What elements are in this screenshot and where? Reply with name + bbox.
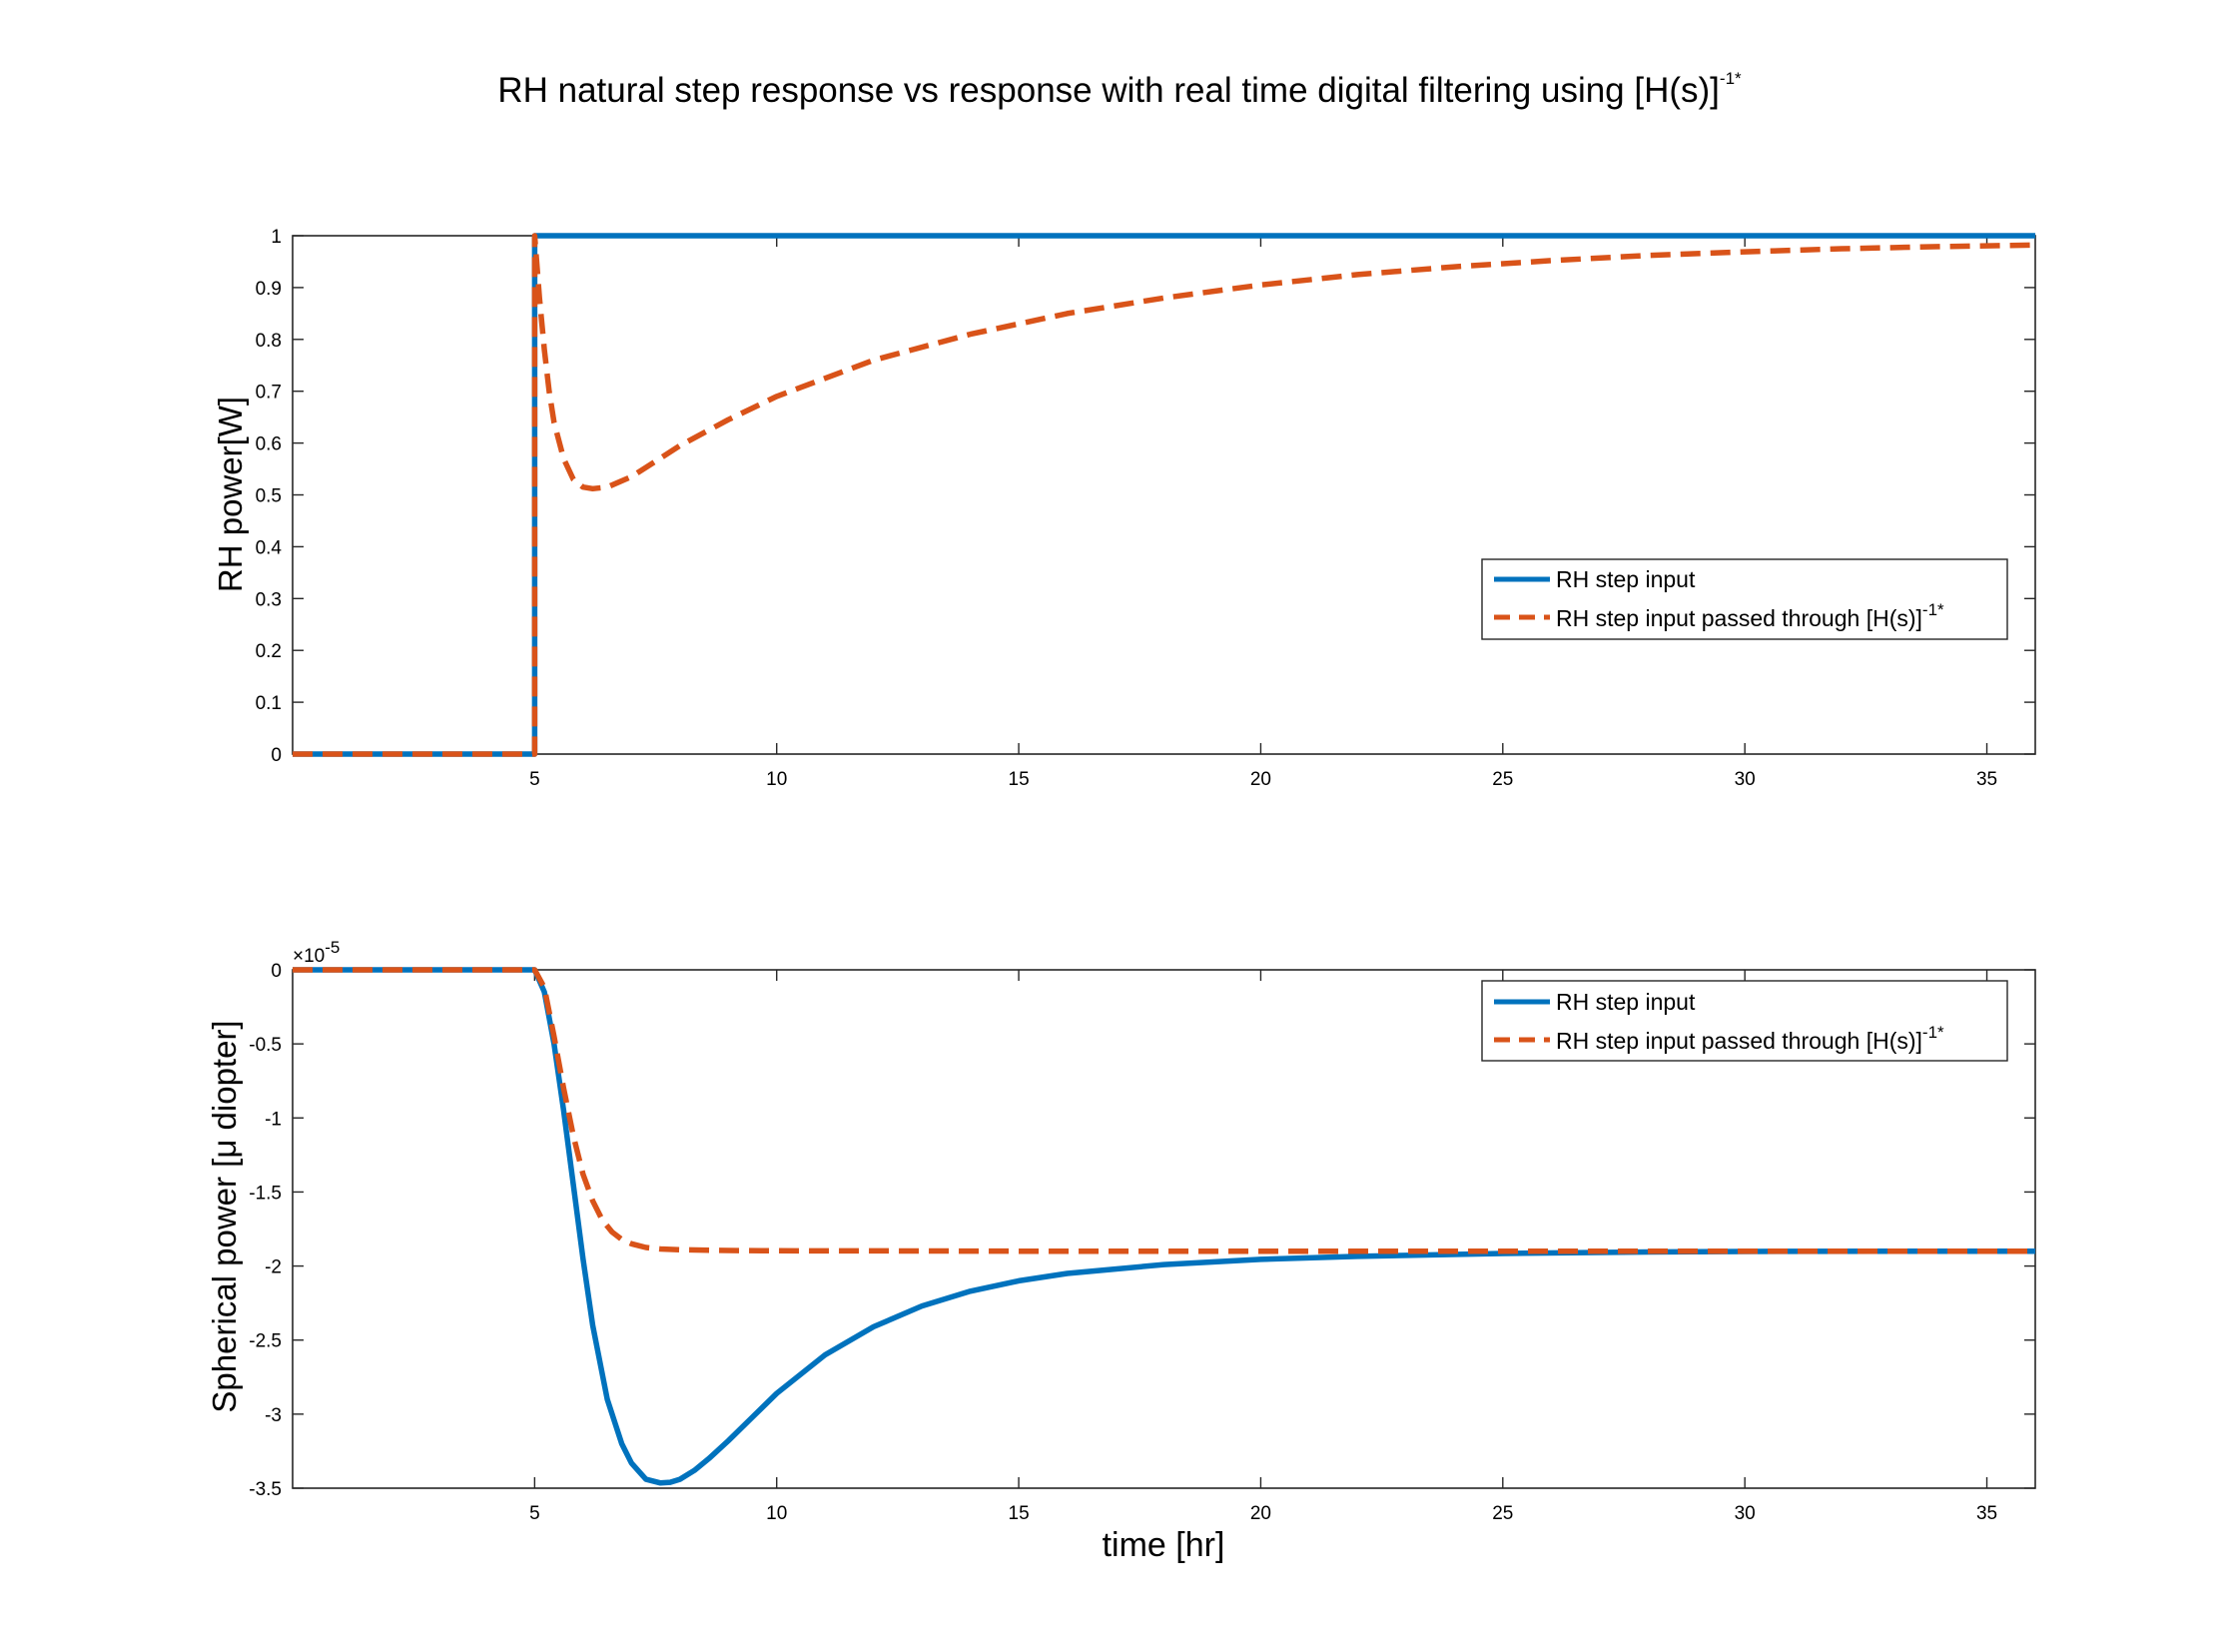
top-legend-label-1: RH step input xyxy=(1556,566,1696,592)
bottom-x-tick-label: 25 xyxy=(1492,1503,1513,1524)
top-y-tick-label: 0.1 xyxy=(256,693,282,714)
top-series-step-input-line xyxy=(293,233,2035,757)
top-y-axis-label: RH power[W] xyxy=(212,397,249,592)
top-x-tick-label: 20 xyxy=(1250,769,1271,790)
top-ticks: 5 10 15 20 25 30 35 0 0.1 0.2 0.3 0.4 0.5 0.6 0.7 0.8 0.… xyxy=(256,227,2035,790)
bottom-plot-area xyxy=(292,969,2036,1489)
bottom-panel: 5 10 15 20 25 30 35 -3.5 -3 -2.5 -2 -1.5 -1 -0.5 0 ×10… xyxy=(206,938,2036,1564)
bottom-x-tick-label: 35 xyxy=(1976,1503,1997,1524)
top-legend-label-2: RH step input passed through [H(s)]-1* xyxy=(1556,600,1944,631)
top-y-tick-label: 0.3 xyxy=(256,589,282,610)
bottom-series-filtered-line xyxy=(293,967,2035,1254)
top-x-tick-label: 10 xyxy=(766,769,787,790)
top-y-tick-label: 0.2 xyxy=(256,641,282,662)
top-plot-area xyxy=(292,235,2036,755)
top-panel: 5 10 15 20 25 30 35 0 0.1 0.2 0.3 0.4 0.5 0.6 0.7 0.8 0.… xyxy=(212,227,2036,790)
bottom-y-tick-label: -3 xyxy=(265,1405,282,1426)
top-y-tick-label: 0.5 xyxy=(256,486,282,507)
top-x-tick-label: 35 xyxy=(1976,769,1997,790)
top-legend-box xyxy=(1481,558,2008,640)
bottom-y-tick-label: -2.5 xyxy=(249,1331,282,1352)
bottom-x-tick-label: 30 xyxy=(1735,1503,1756,1524)
bottom-y-tick-label: 0 xyxy=(271,961,282,982)
top-series-filtered-line xyxy=(293,233,2035,757)
bottom-x-axis-label: time [hr] xyxy=(1103,1526,1225,1564)
top-y-tick-label: 0.6 xyxy=(256,434,282,455)
bottom-y-axis-label: Spherical power [μ diopter] xyxy=(206,1020,243,1412)
top-y-tick-label: 0 xyxy=(271,745,282,766)
top-series-group xyxy=(293,233,2035,757)
bottom-x-tick-label: 15 xyxy=(1009,1503,1030,1524)
bottom-x-tick-label: 5 xyxy=(529,1503,540,1524)
bottom-y-tick-label: -3.5 xyxy=(249,1479,282,1500)
bottom-x-tick-label: 10 xyxy=(766,1503,787,1524)
top-y-tick-label: 0.9 xyxy=(256,279,282,300)
bottom-x-tick-label: 20 xyxy=(1250,1503,1271,1524)
bottom-y-tick-label: -1 xyxy=(265,1109,282,1130)
top-legend: RH step input RH step input passed throu… xyxy=(1481,558,2008,640)
bottom-series-group xyxy=(293,967,2035,1486)
bottom-ticks: 5 10 15 20 25 30 35 -3.5 -3 -2.5 -2 -1.5 -1 -0.5 0 xyxy=(249,961,2035,1524)
bottom-y-tick-label: -2 xyxy=(265,1257,282,1278)
top-y-tick-label: 0.8 xyxy=(256,331,282,352)
top-y-tick-label: 0.7 xyxy=(256,383,282,404)
bottom-y-tick-label: -0.5 xyxy=(249,1035,282,1056)
bottom-series-step-input-line xyxy=(293,967,2035,1486)
top-x-tick-label: 25 xyxy=(1492,769,1513,790)
top-x-tick-label: 5 xyxy=(529,769,540,790)
top-y-tick-label: 1 xyxy=(271,227,282,248)
bottom-legend-label-2: RH step input passed through [H(s)]-1* xyxy=(1556,1023,1944,1054)
bottom-exponent-label: ×10-5 xyxy=(293,938,340,967)
top-y-tick-label: 0.4 xyxy=(256,537,283,558)
bottom-legend-label-1: RH step input xyxy=(1556,989,1696,1015)
bottom-legend-box xyxy=(1481,980,2008,1062)
top-x-tick-label: 15 xyxy=(1009,769,1030,790)
bottom-legend: RH step input RH step input passed throu… xyxy=(1481,980,2008,1062)
top-x-tick-label: 30 xyxy=(1735,769,1756,790)
figure-title: RH natural step response vs response wit… xyxy=(497,69,1742,110)
bottom-y-tick-label: -1.5 xyxy=(249,1183,282,1204)
